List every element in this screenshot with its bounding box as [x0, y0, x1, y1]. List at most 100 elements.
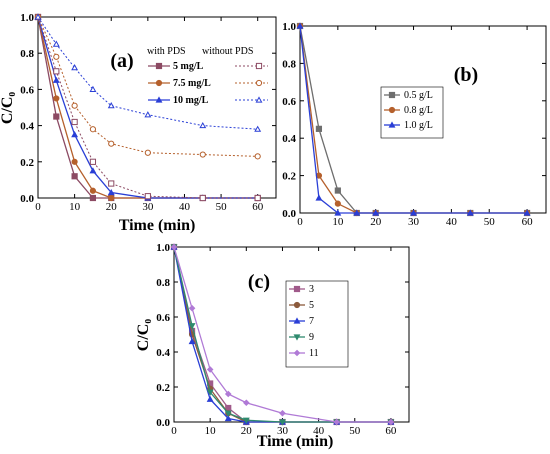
data-point-marker	[388, 121, 396, 128]
x-tick-label: 60	[522, 216, 534, 228]
x-tick-label: 10	[332, 216, 344, 228]
legend: 0.5 g/L 0.8 g/L 1.0 g/L	[380, 86, 444, 139]
data-point-marker	[293, 334, 301, 341]
series-7-5-mg-l	[34, 13, 261, 160]
data-point-marker	[52, 76, 60, 83]
legend-label: 0.8 g/L	[404, 105, 433, 116]
panel-a: 0 10 20 30 40 50 60 0.0 0.2 0.4 0.6 0.8 1.0 Time (min…	[0, 12, 277, 234]
x-axis-label: Time (min)	[257, 433, 334, 450]
data-point-marker	[34, 13, 42, 20]
y-tick-label: 0.0	[20, 193, 34, 205]
panel-label: (b)	[454, 64, 478, 86]
y-tick-label: 0.4	[20, 121, 34, 133]
data-point-marker	[188, 337, 196, 345]
legend-label: 5 mg/L	[173, 61, 204, 72]
y-tick-label: 1.0	[20, 12, 34, 24]
data-point-marker	[353, 209, 361, 216]
data-point-marker	[107, 188, 115, 196]
y-axis-label: C/C₀	[0, 92, 16, 125]
data-point-marker	[279, 409, 286, 417]
y-tick-label: 0.4	[282, 133, 296, 145]
data-point-marker	[255, 62, 263, 70]
x-tick-label: 20	[370, 216, 382, 228]
data-point-marker	[188, 323, 196, 330]
data-point-marker	[71, 173, 78, 180]
series-3	[170, 243, 395, 426]
x-tick-label: 50	[349, 425, 361, 437]
y-tick-label: 0.6	[156, 312, 170, 324]
x-tick-label: 0	[35, 201, 41, 213]
x-tick-label: 30	[142, 201, 154, 213]
data-point-marker	[89, 167, 97, 174]
series-line	[37, 16, 258, 199]
x-tick-label: 0	[297, 216, 303, 228]
x-tick-label: 10	[205, 425, 217, 437]
data-point-marker	[52, 40, 60, 47]
data-point-marker	[199, 121, 207, 129]
data-point-marker	[107, 102, 115, 109]
legend: 3 5 7 9 11	[285, 280, 349, 368]
data-point-marker	[199, 194, 206, 202]
data-point-marker	[255, 96, 263, 103]
data-point-marker	[155, 96, 163, 103]
series-11	[170, 243, 395, 426]
legend: with PDS without PDS 5 mg/L 7.5 mg/L 10 mg/L	[147, 46, 268, 106]
data-point-marker	[254, 194, 261, 202]
data-point-marker	[372, 209, 380, 216]
series-line	[37, 16, 258, 199]
x-tick-label: 60	[385, 425, 397, 437]
data-point-marker	[71, 158, 78, 165]
series-line	[37, 16, 258, 130]
data-point-marker	[206, 389, 214, 396]
x-tick-label: 20	[241, 425, 253, 437]
data-point-marker	[188, 304, 196, 312]
legend-label: 0.5 g/L	[404, 90, 433, 101]
data-point-marker	[315, 125, 323, 132]
data-point-marker	[293, 301, 301, 309]
panel-label: (a)	[110, 50, 133, 72]
x-tick-label: 0	[171, 425, 177, 437]
series-9	[170, 244, 395, 426]
data-point-marker	[89, 85, 97, 92]
data-point-marker	[89, 126, 97, 133]
data-point-marker	[144, 111, 152, 118]
y-tick-label: 0.8	[20, 48, 34, 60]
data-point-marker	[254, 153, 261, 160]
y-tick-label: 1.0	[156, 242, 170, 254]
y-tick-label: 0.0	[282, 208, 296, 220]
series-5	[170, 243, 395, 426]
panel-label: (c)	[248, 271, 270, 293]
data-point-marker	[224, 390, 232, 398]
y-axis-label: C/C₀	[135, 319, 152, 352]
legend-label: 1.0 g/L	[404, 120, 433, 131]
data-point-marker	[89, 158, 97, 165]
x-tick-label: 10	[69, 201, 81, 213]
y-tick-label: 0.8	[282, 58, 296, 70]
data-point-marker	[108, 194, 115, 202]
x-tick-label: 40	[446, 216, 458, 228]
data-point-marker	[387, 418, 395, 426]
legend-label: 11	[309, 348, 319, 359]
data-point-marker	[71, 102, 78, 109]
data-point-marker	[89, 187, 97, 194]
series-7	[170, 243, 395, 425]
series-5-mg-l	[34, 13, 261, 202]
series-line	[37, 16, 258, 199]
data-point-marker	[89, 194, 97, 202]
y-tick-label: 1.0	[282, 21, 296, 33]
panel-b: 0 10 20 30 40 50 60 0.0 0.2 0.4 0.6 0.8 1.0 (b) 0.5 g/…	[282, 21, 547, 228]
series-line	[173, 246, 391, 423]
data-point-marker	[293, 349, 301, 357]
data-point-marker	[293, 285, 301, 293]
x-tick-label: 60	[252, 201, 264, 213]
data-point-marker	[466, 209, 474, 216]
series-7-5-mg-l	[34, 13, 261, 202]
x-tick-label: 30	[277, 425, 289, 437]
data-point-marker	[296, 22, 304, 29]
series-line	[37, 16, 258, 199]
data-point-marker	[334, 187, 341, 194]
y-tick-label: 0.2	[282, 171, 296, 183]
y-tick-label: 0.0	[156, 417, 170, 429]
y-tick-label: 0.6	[20, 84, 34, 96]
panel-c: 0 10 20 30 40 50 60 0.0 0.2 0.4 0.6 0.8 1.0 Time (min…	[135, 242, 410, 450]
